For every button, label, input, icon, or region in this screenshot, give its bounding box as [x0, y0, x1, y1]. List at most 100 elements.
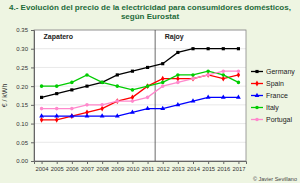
x-tick-label: 2006	[66, 166, 79, 172]
series-marker	[54, 113, 59, 117]
series-marker	[55, 84, 59, 88]
x-tick-label: 2012	[157, 166, 170, 172]
y-tick: 0.15	[16, 102, 34, 108]
y-tick: 0.35	[16, 27, 34, 33]
x-tick-mark	[193, 161, 194, 164]
legend-label: Portugal	[266, 116, 293, 124]
y-tick-label: 0.20	[16, 84, 28, 90]
legend-marker	[255, 81, 258, 87]
legend-item: France	[251, 92, 288, 99]
legend-marker	[255, 106, 259, 110]
series-marker	[146, 84, 150, 88]
series-marker	[221, 95, 226, 99]
series-marker	[161, 81, 165, 85]
series-marker	[191, 47, 194, 50]
x-tick: 2009	[111, 161, 124, 172]
legend-marker	[255, 70, 258, 73]
series-line	[42, 49, 239, 98]
x-tick-mark	[132, 161, 133, 164]
x-tick: 2012	[157, 161, 170, 172]
x-tick-mark	[178, 161, 179, 164]
series-marker	[191, 77, 195, 81]
x-tick: 2008	[96, 161, 109, 172]
series-marker	[161, 62, 164, 65]
y-tick-mark	[31, 67, 34, 68]
x-tick-mark	[102, 161, 103, 164]
y-tick-mark	[31, 124, 34, 125]
series-marker	[237, 47, 240, 50]
series-marker	[236, 95, 241, 99]
chart: 4.- Evolución del precio de la electrici…	[0, 0, 300, 183]
x-tick-label: 2004	[36, 166, 50, 172]
x-tick: 2017	[232, 161, 245, 172]
series-marker	[131, 88, 135, 92]
x-tick-mark	[223, 161, 224, 164]
y-tick: 0.10	[16, 121, 34, 127]
x-tick-mark	[72, 161, 73, 164]
x-tick-label: 2013	[172, 166, 185, 172]
x-tick-label: 2008	[96, 166, 109, 172]
series-marker	[160, 106, 165, 110]
x-axis: 2004200520062007200820092010201120122013…	[35, 161, 247, 172]
x-tick: 2004	[36, 161, 50, 172]
x-tick: 2014	[187, 161, 201, 172]
series-line	[42, 71, 239, 90]
x-tick-mark	[148, 161, 149, 164]
x-tick-mark	[117, 161, 118, 164]
series-marker	[116, 73, 119, 76]
series-marker	[191, 98, 196, 102]
legend-label: France	[266, 92, 288, 99]
x-tick: 2007	[81, 161, 94, 172]
legend-label: Germany	[266, 68, 295, 76]
series-marker	[40, 96, 43, 99]
x-tick-mark	[163, 161, 164, 164]
series-marker	[85, 85, 88, 88]
y-tick-mark	[31, 86, 34, 87]
series-marker	[100, 81, 104, 85]
series-marker	[115, 113, 120, 117]
grid	[34, 30, 246, 161]
legend: GermanySpainFranceItalyPortugal	[251, 68, 295, 124]
x-tick: 2010	[126, 161, 139, 172]
series-marker	[100, 113, 105, 117]
y-tick-mark	[31, 142, 34, 143]
x-tick-mark	[238, 161, 239, 164]
x-tick-label: 2010	[126, 166, 139, 172]
x-axis-line	[35, 162, 247, 165]
x-tick-label: 2009	[111, 166, 124, 172]
series-marker	[237, 69, 241, 73]
y-tick: 0.30	[16, 46, 34, 52]
y-axis: 0.000.050.100.150.200.250.300.35	[16, 27, 34, 164]
series-marker	[85, 113, 90, 117]
legend-label: Spain	[266, 80, 284, 88]
legend-marker	[255, 93, 260, 97]
series-marker	[55, 92, 58, 95]
x-tick-label: 2005	[51, 166, 64, 172]
y-tick-label: 0.25	[16, 65, 28, 71]
period-separator	[155, 30, 156, 161]
x-tick: 2015	[202, 161, 215, 172]
y-axis-line	[31, 31, 35, 162]
period-label: Rajoy	[165, 33, 184, 41]
series-marker	[116, 99, 120, 103]
legend-marker	[255, 118, 259, 122]
y-tick: 0.05	[16, 140, 34, 146]
series-marker	[130, 110, 135, 114]
series-marker	[40, 84, 44, 88]
y-tick-label: 0.35	[16, 27, 28, 33]
legend-item: Portugal	[251, 116, 293, 124]
legend-item: Spain	[251, 80, 284, 88]
series-marker	[70, 107, 74, 111]
grid-line	[34, 67, 246, 68]
series-marker	[206, 69, 210, 73]
source: © Javier Sevillano	[253, 176, 297, 182]
x-tick: 2016	[217, 161, 230, 172]
y-tick-mark	[31, 49, 34, 50]
x-tick-label: 2011	[142, 166, 154, 172]
x-tick-label: 2007	[81, 166, 94, 172]
y-tick-label: 0.15	[16, 102, 28, 108]
series-marker	[161, 84, 165, 88]
series-marker	[55, 117, 58, 123]
x-tick-label: 2015	[202, 166, 215, 172]
series-marker	[237, 81, 241, 85]
